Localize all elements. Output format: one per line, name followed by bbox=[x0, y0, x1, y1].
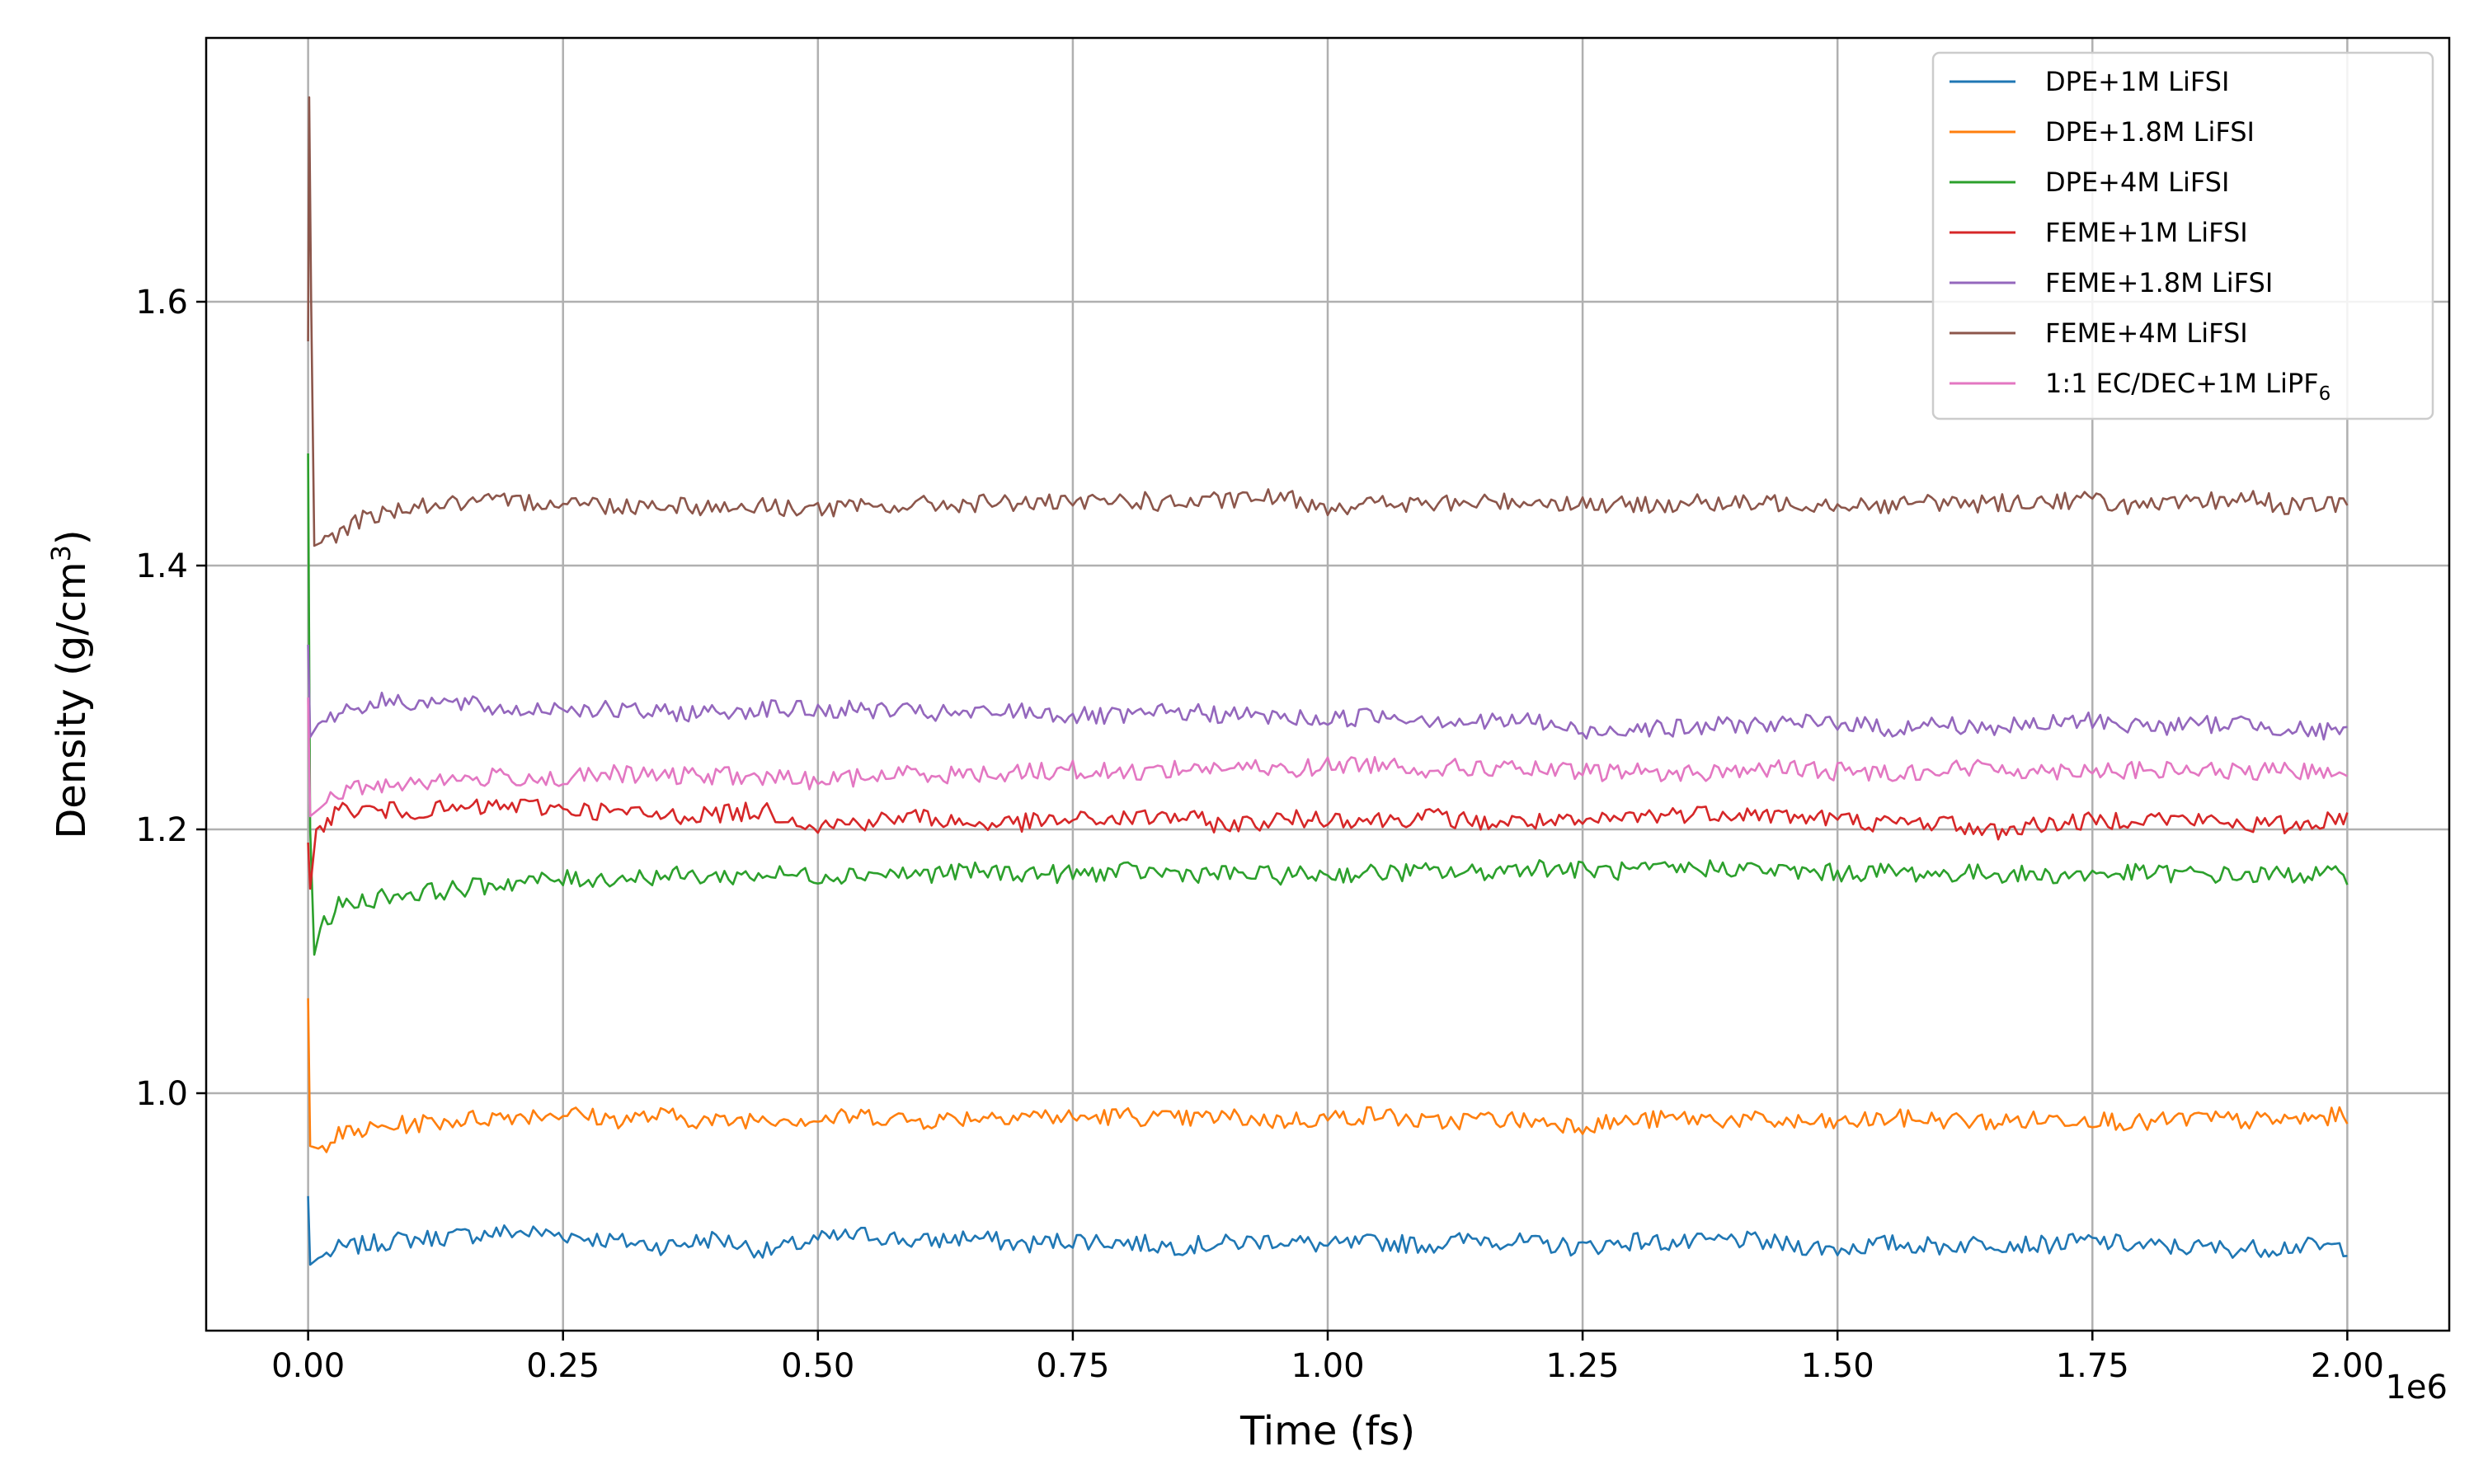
legend: DPE+1M LiFSI DPE+1.8M LiFSI DPE+4M LiFSI FE… bbox=[1931, 51, 2434, 420]
legend-entry: FEME+1M LiFSI bbox=[2045, 217, 2248, 248]
y-tick-label: 1.4 bbox=[135, 547, 188, 585]
legend-entry: FEME+1.8M LiFSI bbox=[2045, 267, 2273, 298]
series-line-0 bbox=[307, 1195, 2348, 1266]
series-line-6 bbox=[307, 697, 2349, 818]
x-tick-label: 0.25 bbox=[526, 1347, 600, 1385]
x-tick-label: 1.25 bbox=[1546, 1347, 1620, 1385]
x-tick-label: 1.50 bbox=[1801, 1347, 1874, 1385]
series-line-4 bbox=[307, 644, 2348, 741]
x-tick-label: 1.00 bbox=[1291, 1347, 1364, 1385]
x-tick-label: 0.75 bbox=[1036, 1347, 1109, 1385]
x-tick-label: 0.50 bbox=[781, 1347, 854, 1385]
series-line-5 bbox=[307, 96, 2349, 547]
y-axis-label: Density (g/cm3) bbox=[45, 529, 95, 838]
x-axis-offset-label: 1e6 bbox=[2385, 1369, 2448, 1407]
x-axis-ticks: 0.00 0.25 0.50 0.75 1.00 1.25 1.50 1.75 2.00 bbox=[271, 1331, 2384, 1385]
y-tick-label: 1.2 bbox=[135, 811, 188, 849]
y-axis-ticks: 1.0 1.2 1.4 1.6 bbox=[135, 284, 206, 1113]
legend-box bbox=[1931, 51, 2434, 420]
x-tick-label: 2.00 bbox=[2311, 1347, 2384, 1385]
y-tick-label: 1.0 bbox=[135, 1075, 188, 1113]
series-line-1 bbox=[307, 998, 2349, 1153]
legend-entry: DPE+1.8M LiFSI bbox=[2045, 116, 2255, 148]
legend-entry: DPE+4M LiFSI bbox=[2045, 167, 2229, 198]
legend-entry: 1:1 EC/DEC+1M LiPF6 bbox=[2045, 368, 2331, 405]
legend-entry: FEME+4M LiFSI bbox=[2045, 317, 2248, 349]
x-tick-label: 1.75 bbox=[2056, 1347, 2129, 1385]
x-tick-label: 0.00 bbox=[271, 1347, 345, 1385]
x-axis-label: Time (fs) bbox=[1239, 1408, 1415, 1454]
legend-entry: DPE+1M LiFSI bbox=[2045, 66, 2229, 97]
series-line-2 bbox=[307, 453, 2349, 956]
series-lines bbox=[307, 96, 2349, 1266]
series-line-3 bbox=[307, 798, 2349, 890]
y-tick-label: 1.6 bbox=[135, 284, 188, 322]
